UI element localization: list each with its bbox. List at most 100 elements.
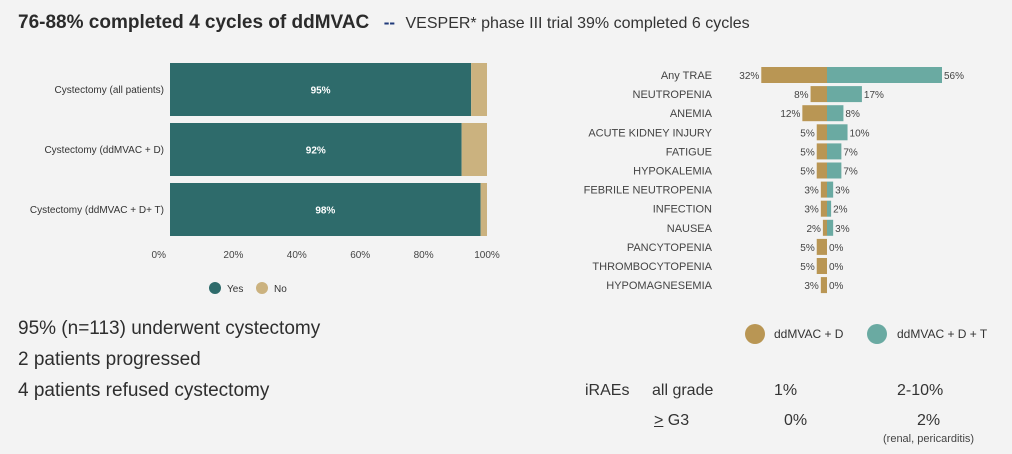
x-tick-label: 0%: [152, 250, 167, 261]
note-refused: 4 patients refused cystectomy: [18, 380, 270, 401]
irae-all-arm1: 1%: [774, 382, 798, 399]
value-label-left: 3%: [804, 281, 819, 292]
value-label-right: 3%: [835, 186, 850, 197]
value-label-right: 0%: [829, 243, 844, 254]
bar-ddmvac-d-t: [827, 181, 834, 198]
bar-ddmvac-d: [820, 181, 827, 198]
legend-label: No: [274, 284, 287, 295]
bar-ddmvac-d-t: [827, 219, 834, 236]
legend-marker: [256, 282, 268, 294]
summary-notes: 95% (n=113) underwent cystectomy 2 patie…: [18, 318, 320, 411]
slide-headline: 76-88% completed 4 cycles of ddMVAC -- V…: [18, 12, 750, 34]
irae-grade-g3: > G3: [654, 412, 689, 430]
bar-ddmvac-d-t: [827, 162, 842, 179]
adverse-events-chart: Any TRAE 32% 56% NEUTROPENIA 8% 17% ANEMIA 12% 8…: [584, 67, 988, 344]
value-label-left: 5%: [800, 262, 815, 273]
bar-ddmvac-d: [816, 143, 827, 160]
category-label: Cystectomy (ddMVAC + D): [44, 145, 164, 156]
title-dash: --: [383, 13, 396, 32]
value-label-right: 0%: [829, 262, 844, 273]
ae-category-label: ACUTE KIDNEY INJURY: [588, 127, 712, 139]
ae-category-label: NEUTROPENIA: [633, 89, 713, 101]
irae-g3-arm1: 0%: [784, 412, 808, 429]
slide-title: 76-88% completed 4 cycles of ddMVAC: [18, 12, 370, 33]
bar-ddmvac-d-t: [827, 105, 844, 122]
ae-category-label: ANEMIA: [670, 108, 713, 120]
value-label-right: 2%: [833, 205, 848, 216]
data-label: 92%: [306, 146, 326, 157]
value-label-left: 3%: [804, 205, 819, 216]
ae-category-label: THROMBOCYTOPENIA: [592, 261, 712, 273]
bar-ddmvac-d: [816, 124, 827, 141]
value-label-left: 8%: [794, 90, 809, 101]
bar-yes: [170, 183, 481, 236]
legend-label: ddMVAC + D: [774, 327, 844, 341]
value-label-left: 3%: [804, 186, 819, 197]
bar-ddmvac-d: [810, 86, 827, 103]
value-label-right: 17%: [864, 90, 884, 101]
ae-category-label: NAUSEA: [667, 223, 713, 235]
legend-marker: [209, 282, 221, 294]
irae-all-arm2: 2-10%: [897, 382, 944, 399]
x-tick-label: 40%: [287, 250, 307, 261]
legend-marker: [867, 324, 887, 344]
value-label-right: 0%: [829, 281, 844, 292]
data-label: 95%: [311, 86, 331, 97]
bar-yes: [170, 123, 462, 176]
value-label-left: 32%: [739, 71, 759, 82]
value-label-left: 5%: [800, 128, 815, 139]
bar-ddmvac-d: [820, 200, 827, 217]
ae-category-label: FATIGUE: [666, 146, 712, 158]
bar-ddmvac-d: [822, 219, 827, 236]
bar-ddmvac-d-t: [827, 86, 862, 103]
bar-ddmvac-d-t: [827, 143, 842, 160]
value-label-right: 7%: [843, 167, 858, 178]
ae-category-label: HYPOKALEMIA: [633, 166, 713, 178]
category-label: Cystectomy (ddMVAC + D+ T): [30, 205, 164, 216]
bar-ddmvac-d: [816, 258, 827, 274]
value-label-right: 7%: [843, 147, 858, 158]
category-label: Cystectomy (all patients): [55, 85, 164, 96]
value-label-left: 2%: [806, 224, 821, 235]
x-tick-label: 80%: [414, 250, 434, 261]
legend-marker: [745, 324, 765, 344]
irae-g3-text: G3: [663, 412, 690, 429]
bar-ddmvac-d-t: [827, 124, 848, 141]
ae-category-label: Any TRAE: [661, 70, 712, 82]
cystectomy-chart: 0% 20% 40% 60% 80% 100% Cystectomy (all patien…: [30, 63, 500, 295]
irae-g3-arm2: 2%: [917, 412, 941, 429]
x-tick-label: 60%: [350, 250, 370, 261]
value-label-right: 10%: [850, 128, 870, 139]
ae-category-label: HYPOMAGNESEMIA: [606, 280, 712, 292]
value-label-left: 5%: [800, 167, 815, 178]
bar-no: [461, 123, 487, 176]
bar-ddmvac-d: [802, 105, 827, 122]
irae-label: iRAEs: [585, 382, 630, 399]
value-label-right: 3%: [835, 224, 850, 235]
irae-grade-all: all grade: [652, 382, 714, 399]
legend-label: Yes: [227, 284, 243, 295]
value-label-left: 12%: [780, 109, 800, 120]
bar-ddmvac-d: [820, 277, 827, 294]
slide-subtitle: VESPER* phase III trial 39% completed 6 …: [405, 15, 750, 32]
bar-no: [480, 183, 487, 236]
bar-no: [471, 63, 487, 116]
x-tick-label: 100%: [474, 250, 500, 261]
note-progressed: 2 patients progressed: [18, 349, 201, 370]
note-cystectomy: 95% (n=113) underwent cystectomy: [18, 318, 321, 339]
bar-yes: [170, 63, 472, 116]
value-label-right: 8%: [845, 109, 860, 120]
x-tick-label: 20%: [223, 250, 243, 261]
value-label-left: 5%: [800, 147, 815, 158]
ae-category-label: INFECTION: [653, 204, 712, 216]
bar-ddmvac-d-t: [827, 67, 942, 83]
irae-ge-symbol: >: [654, 412, 664, 429]
ae-category-label: FEBRILE NEUTROPENIA: [584, 185, 713, 197]
data-label: 98%: [315, 206, 335, 217]
ae-category-label: PANCYTOPENIA: [627, 242, 713, 254]
value-label-right: 56%: [944, 71, 964, 82]
legend-label: ddMVAC + D + T: [897, 327, 988, 341]
value-label-left: 5%: [800, 243, 815, 254]
bar-ddmvac-d-t: [827, 200, 832, 217]
bar-ddmvac-d: [816, 162, 827, 179]
